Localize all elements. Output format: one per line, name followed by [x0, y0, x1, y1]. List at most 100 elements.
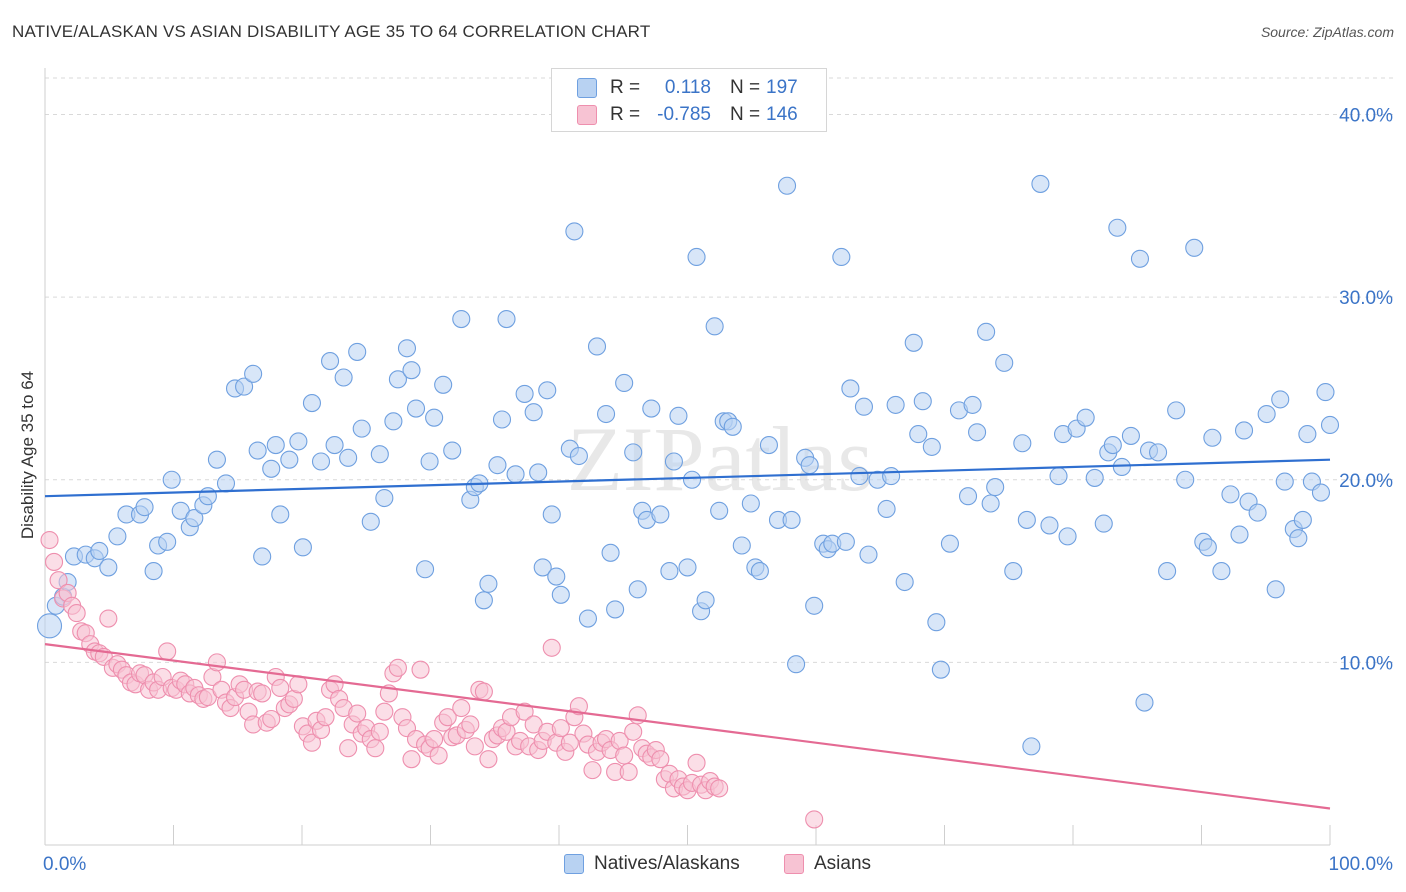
point-natives [1234, 421, 1254, 440]
point-natives [705, 317, 724, 336]
point-asians [271, 678, 290, 697]
point-natives [388, 370, 407, 389]
point-natives [352, 419, 371, 438]
point-natives [963, 395, 982, 414]
point-natives [854, 397, 874, 416]
point-asians [619, 762, 638, 782]
point-asians [402, 750, 421, 769]
point-asians [44, 552, 64, 571]
asians-legend-swatch [784, 854, 804, 874]
trend-line-natives [44, 458, 1331, 498]
n-label: N = [730, 77, 761, 98]
point-natives [759, 436, 778, 455]
y-tick-label: 40.0% [1339, 106, 1393, 127]
legend-row-asians: R = -0.785 N = 146 [552, 102, 826, 126]
point-asians [474, 682, 493, 701]
point-natives [850, 467, 869, 486]
point-natives [1149, 443, 1168, 462]
point-natives [198, 487, 217, 506]
point-natives [488, 456, 507, 475]
point-natives [158, 532, 177, 551]
point-natives [805, 596, 824, 615]
natives-legend-label: Natives/Alaskans [594, 853, 740, 874]
n-value: 146 [766, 104, 798, 125]
point-natives [1266, 580, 1285, 599]
point-natives [397, 339, 417, 358]
point-natives [696, 591, 715, 610]
point-natives [1004, 562, 1023, 581]
y-tick-label: 30.0% [1339, 288, 1393, 309]
point-natives [515, 384, 534, 403]
point-natives [986, 478, 1005, 497]
point-natives [162, 470, 181, 489]
point-natives [678, 558, 697, 577]
point-asians [651, 750, 670, 769]
point-natives [1085, 468, 1104, 487]
point-natives [710, 501, 729, 520]
y-tick-label: 10.0% [1339, 653, 1393, 674]
point-natives [1185, 238, 1204, 257]
point-natives [1167, 401, 1186, 420]
point-natives [628, 580, 647, 599]
point-natives [497, 310, 516, 329]
point-asians [569, 697, 588, 716]
point-asians [99, 609, 118, 628]
point-natives [1221, 485, 1240, 504]
x-tick-label-min: 0.0% [43, 854, 86, 875]
point-natives [1121, 426, 1140, 445]
point-natives [587, 337, 607, 356]
r-label: R = [610, 104, 641, 125]
point-natives [1135, 693, 1154, 712]
chart-title: NATIVE/ALASKAN VS ASIAN DISABILITY AGE 3… [12, 22, 651, 41]
point-natives [913, 392, 932, 411]
point-asians [425, 730, 444, 749]
point-asians [551, 719, 570, 738]
point-natives [940, 534, 959, 553]
point-natives [601, 543, 620, 562]
point-natives [732, 536, 751, 555]
point-natives [909, 425, 928, 444]
point-natives [1257, 404, 1276, 424]
r-value: -0.785 [657, 104, 711, 125]
point-natives [529, 463, 548, 482]
y-tick-label: 20.0% [1339, 471, 1393, 492]
point-natives [108, 527, 127, 546]
point-asians [158, 642, 177, 661]
point-natives [416, 560, 435, 579]
point-natives [1298, 425, 1317, 444]
point-natives [687, 247, 706, 267]
point-natives [841, 379, 860, 398]
point-natives [995, 353, 1014, 372]
point-natives [135, 498, 154, 517]
point-natives [1112, 457, 1131, 477]
point-natives [1130, 249, 1150, 268]
asians-legend-label: Asians [814, 853, 872, 874]
r-value: 0.118 [664, 77, 711, 98]
point-natives [144, 562, 163, 581]
point-asians [207, 653, 226, 672]
point-natives [578, 609, 598, 628]
point-natives [452, 310, 471, 329]
point-natives [927, 613, 946, 632]
point-natives [321, 352, 340, 371]
point-natives [1293, 510, 1312, 529]
point-natives [1275, 472, 1294, 491]
point-asians [429, 746, 448, 765]
point-natives [651, 505, 670, 524]
point-natives [1094, 514, 1113, 533]
point-natives [280, 450, 299, 469]
point-natives [664, 452, 683, 471]
natives-swatch [577, 78, 597, 98]
point-natives [443, 441, 462, 460]
asians-swatch [577, 105, 597, 125]
point-natives [1198, 538, 1217, 557]
point-natives [402, 361, 421, 380]
point-natives [289, 432, 308, 451]
point-natives [253, 547, 272, 566]
point-asians [339, 739, 358, 758]
point-natives [1316, 383, 1335, 402]
point-natives [832, 247, 851, 267]
point-natives [293, 538, 312, 557]
point-natives [922, 437, 941, 456]
point-natives [425, 408, 444, 427]
